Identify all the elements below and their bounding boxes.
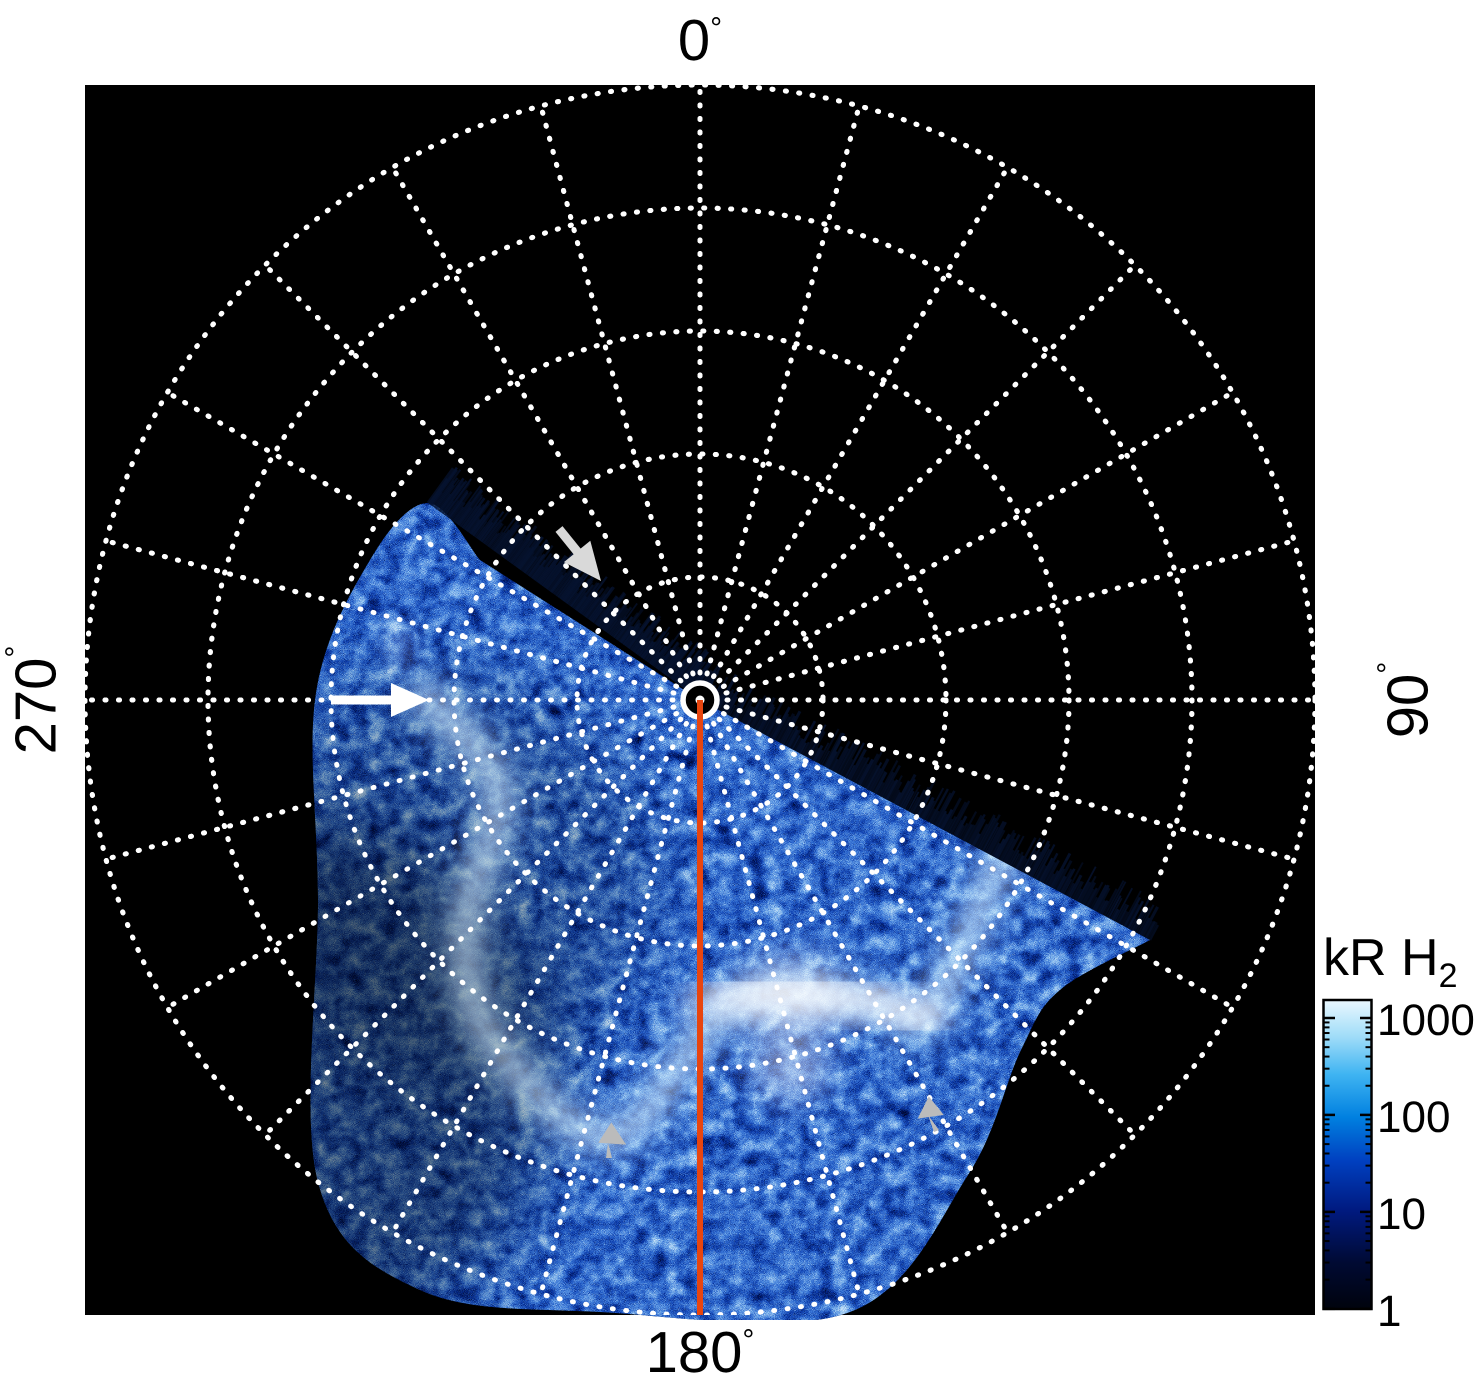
svg-text:180°: 180°: [646, 1320, 755, 1385]
svg-text:1: 1: [1377, 1287, 1401, 1336]
svg-text:10: 10: [1377, 1190, 1426, 1239]
svg-text:kR H2: kR H2: [1323, 929, 1457, 995]
svg-text:100: 100: [1377, 1093, 1450, 1142]
svg-text:1000: 1000: [1377, 996, 1475, 1045]
svg-text:270°: 270°: [0, 646, 68, 755]
